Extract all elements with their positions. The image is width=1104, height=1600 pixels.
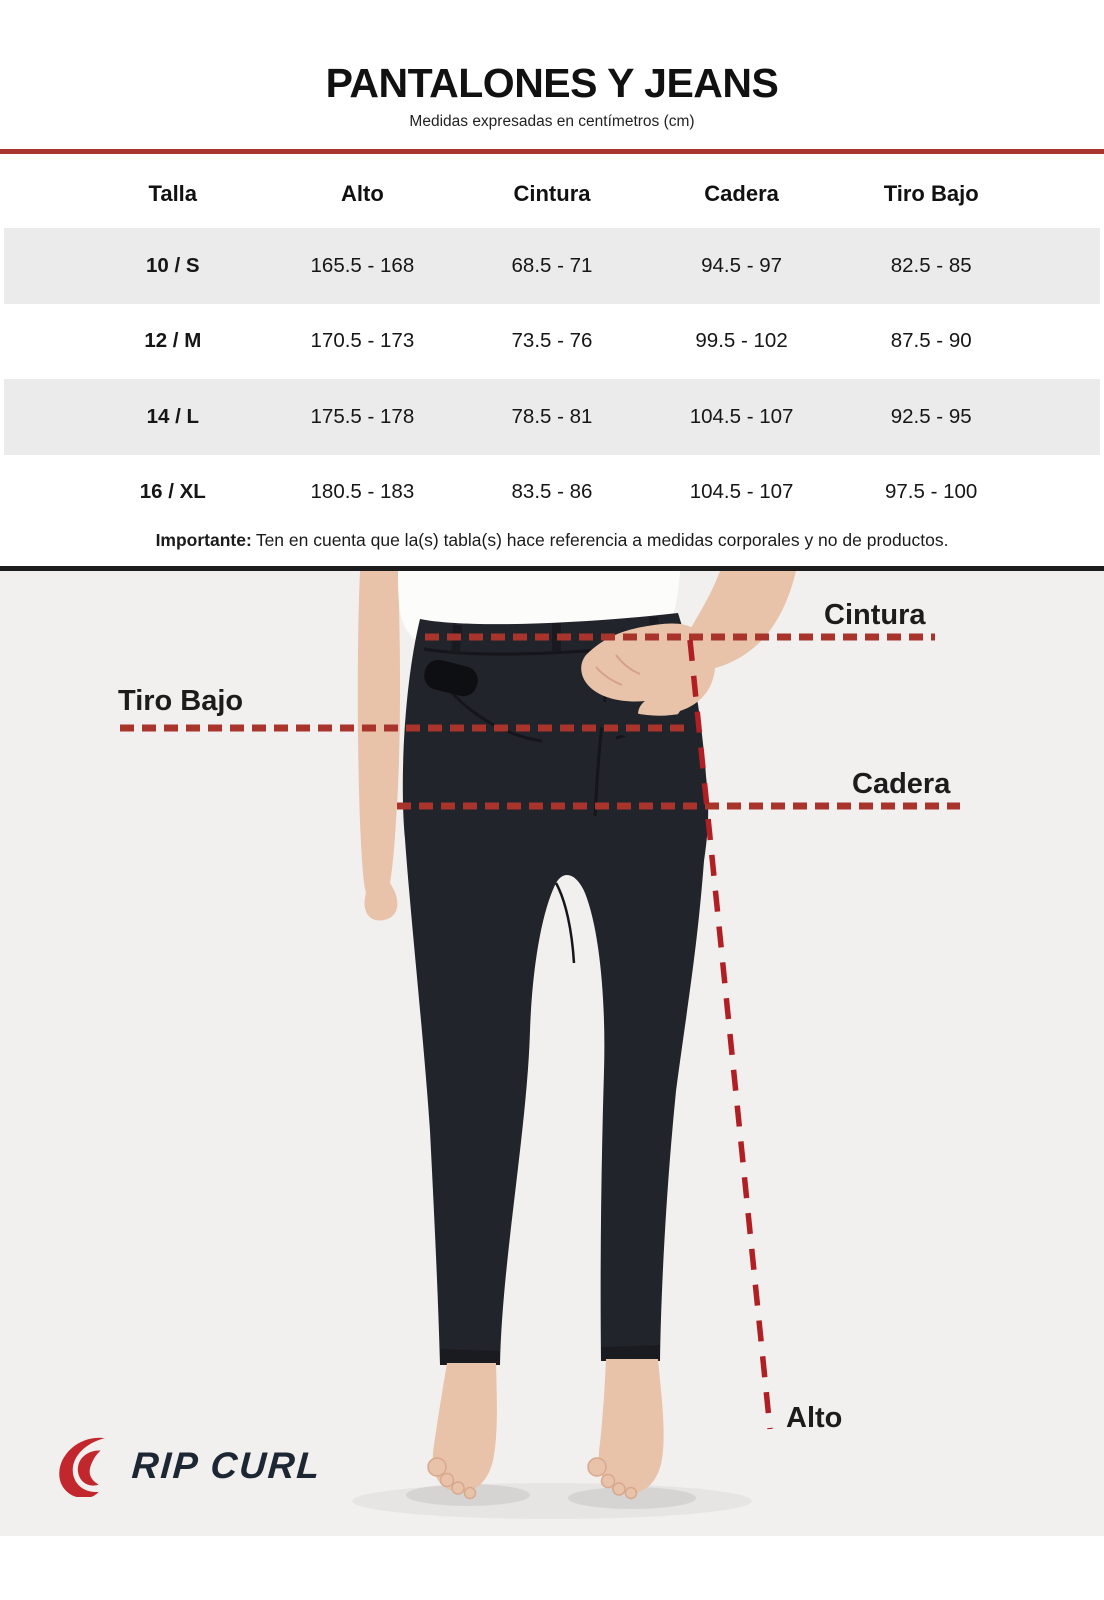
right-foot	[598, 1359, 664, 1494]
page-subtitle: Medidas expresadas en centímetros (cm)	[409, 113, 695, 130]
cell-cintura: 73.5 - 76	[511, 329, 593, 353]
column-header-cintura: Cintura	[513, 181, 591, 206]
ripcurl-wave-icon	[59, 1437, 105, 1497]
right-arm	[688, 571, 796, 669]
model-figure-illustration	[120, 571, 960, 1519]
cell-cadera: 104.5 - 107	[689, 404, 794, 428]
size-table-header: Talla Alto Cintura Cadera Tiro Bajo	[78, 160, 1026, 228]
page-title: PANTALONES Y JEANS	[325, 60, 779, 106]
important-note: Importante: Ten en cuenta que la(s) tabla…	[0, 530, 1104, 551]
cadera-label: Cadera	[852, 768, 951, 800]
cell-talla: 10 / S	[146, 253, 200, 277]
column-header-alto: Alto	[341, 181, 384, 206]
cell-cadera: 94.5 - 97	[701, 253, 783, 277]
alto-label: Alto	[786, 1402, 843, 1434]
cell-talla: 12 / M	[144, 329, 202, 353]
cell-alto: 170.5 - 173	[310, 329, 415, 353]
cell-cintura: 68.5 - 71	[511, 253, 593, 277]
table-row: 16 / XL 180.5 - 183 83.5 - 86 104.5 - 10…	[4, 455, 1100, 531]
header-divider-red	[0, 149, 1104, 154]
brand-name: RIP CURL	[130, 1445, 323, 1486]
cell-cintura: 83.5 - 86	[511, 480, 593, 504]
cell-cadera: 99.5 - 102	[695, 329, 788, 353]
cell-cintura: 78.5 - 81	[511, 404, 593, 428]
important-note-label: Importante:	[155, 530, 252, 550]
section-divider-black	[0, 566, 1104, 571]
cell-talla: 14 / L	[146, 404, 199, 428]
size-table-body: 10 / S 165.5 - 168 68.5 - 71 94.5 - 97 8…	[0, 228, 1104, 530]
important-note-text: Ten en cuenta que la(s) tabla(s) hace re…	[255, 530, 949, 550]
column-header-tiro-bajo: Tiro Bajo	[883, 181, 979, 206]
table-row: 14 / L 175.5 - 178 78.5 - 81 104.5 - 107…	[4, 379, 1100, 455]
cell-tiro-bajo: 87.5 - 90	[890, 329, 972, 353]
cell-alto: 175.5 - 178	[310, 404, 415, 428]
jeans	[402, 613, 709, 1365]
cell-tiro-bajo: 97.5 - 100	[885, 480, 978, 504]
cell-tiro-bajo: 92.5 - 95	[890, 404, 972, 428]
brand-logo: RIP CURL	[38, 1435, 323, 1497]
column-header-talla: Talla	[148, 181, 198, 206]
cell-tiro-bajo: 82.5 - 85	[890, 253, 972, 277]
alto-measure-line	[687, 639, 773, 1430]
left-arm	[357, 571, 401, 921]
cell-alto: 165.5 - 168	[310, 253, 415, 277]
measurement-diagram: Cintura Tiro Bajo Cadera Alto RIP CURL	[0, 571, 1104, 1536]
right-hand	[581, 623, 716, 730]
column-header-cadera: Cadera	[704, 181, 779, 206]
left-foot	[432, 1363, 497, 1493]
cintura-label: Cintura	[824, 599, 926, 631]
cell-alto: 180.5 - 183	[310, 480, 415, 504]
cell-cadera: 104.5 - 107	[689, 480, 794, 504]
table-row: 10 / S 165.5 - 168 68.5 - 71 94.5 - 97 8…	[4, 228, 1100, 304]
table-row: 12 / M 170.5 - 173 73.5 - 76 99.5 - 102 …	[4, 304, 1100, 380]
cell-talla: 16 / XL	[139, 480, 206, 504]
tiro-bajo-label: Tiro Bajo	[118, 685, 244, 717]
